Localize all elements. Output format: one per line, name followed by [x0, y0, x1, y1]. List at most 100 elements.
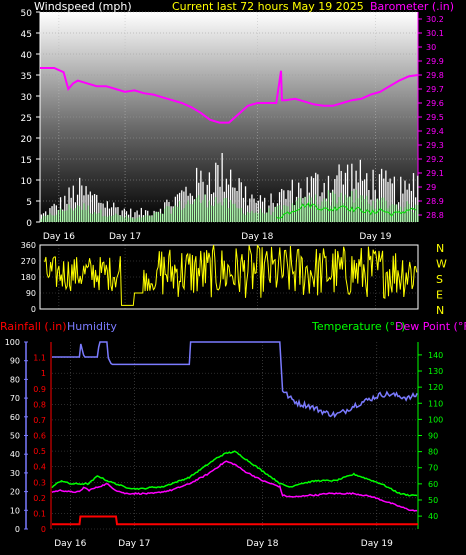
- rainfall-tick-label: 0: [41, 525, 46, 534]
- temperature-tick-label: 90: [428, 432, 438, 441]
- direction-axis: 0 90 180 270 360: [21, 241, 36, 314]
- direction-marks: [44, 244, 418, 306]
- barometer-tick-label: 29.4: [426, 127, 444, 136]
- temperature-tick-label: 130: [428, 367, 443, 376]
- humidity-label: Humidity: [67, 320, 117, 333]
- windspeed-tick-label: 0: [26, 219, 32, 229]
- rainfall-tick-label: 0.8: [33, 400, 46, 409]
- barometer-tick-label: 29.1: [426, 169, 444, 178]
- windspeed-tick-label: 45: [21, 30, 32, 40]
- humidity-tick-label: 70: [10, 394, 20, 403]
- barometer-tick-label: 29.3: [426, 141, 444, 150]
- windspeed-tick-label: 35: [21, 72, 32, 82]
- wind-day-label: Day 16: [43, 232, 75, 242]
- compass-label: W: [436, 258, 447, 271]
- windspeed-tick-label: 10: [21, 177, 33, 187]
- humidity-tick-label: 40: [10, 450, 20, 459]
- temperature-day-label: Day 18: [246, 539, 278, 549]
- humidity-line: [52, 341, 418, 419]
- humidity-tick-label: 20: [10, 488, 20, 497]
- temperature-day-label: Day 16: [54, 539, 86, 549]
- barometer-label: Barometer (.in): [370, 0, 454, 13]
- chart-title: Current last 72 hours May 19 2025: [172, 0, 364, 13]
- temperature-marks: [51, 341, 418, 526]
- barometer-tick-label: 29.9: [426, 57, 444, 66]
- temperature-day-label: Day 19: [361, 539, 393, 549]
- humidity-axis: 0 10 20 30 40 50 60 70 80 90 100: [5, 338, 28, 534]
- rainfall-tick-label: 0.4: [33, 463, 46, 472]
- rainfall-tick-label: 0.6: [33, 432, 46, 441]
- compass-label: N: [436, 304, 444, 317]
- windspeed-tick-label: 30: [21, 93, 33, 103]
- barometer-tick-label: 29.8: [426, 71, 444, 80]
- humidity-tick-label: 0: [15, 525, 20, 534]
- direction-tick-label: 360: [21, 241, 36, 250]
- temperature-label: Temperature (°F): [311, 320, 406, 333]
- direction-panel-frame: [39, 244, 419, 310]
- barometer-tick-label: 29.6: [426, 99, 444, 108]
- direction-tick-label: 90: [26, 289, 36, 298]
- windspeed-tick-label: 15: [21, 156, 32, 166]
- wind-day-label: Day 18: [241, 232, 273, 242]
- temperature-tick-label: 50: [428, 496, 438, 505]
- wind-panel-grid: [40, 11, 418, 223]
- windspeed-tick-label: 40: [21, 51, 33, 61]
- rainfall-tick-label: 1.1: [33, 354, 46, 363]
- dewpoint-line: [51, 460, 418, 512]
- temperature-axis: 40 50 60 70 80 90 100 110 120 130 140: [417, 342, 443, 529]
- barometer-tick-label: 30.1: [426, 29, 444, 38]
- humidity-tick-label: 90: [10, 357, 20, 366]
- wind-direction-line: [44, 244, 418, 306]
- direction-tick-label: 270: [21, 257, 36, 266]
- temperature-day-label: Day 17: [118, 539, 150, 549]
- rainfall-tick-label: 0.2: [33, 494, 46, 503]
- compass-label: E: [436, 289, 443, 302]
- rainfall-tick-label: 0.3: [33, 478, 46, 487]
- compass-label: S: [436, 273, 443, 286]
- rainfall-line: [52, 515, 418, 526]
- direction-tick-label: 180: [21, 273, 36, 282]
- rainfall-label: Rainfall (.in): [0, 320, 67, 333]
- direction-tick-label: 0: [31, 305, 36, 314]
- temperature-tick-label: 120: [428, 383, 443, 392]
- temperature-tick-label: 70: [428, 464, 438, 473]
- temperature-tick-label: 60: [428, 480, 438, 489]
- humidity-tick-label: 100: [5, 338, 20, 347]
- windspeed-label: Windspeed (mph): [34, 0, 132, 13]
- temperature-tick-label: 110: [428, 399, 443, 408]
- dewpoint-label: Dew Point (°F): [395, 320, 466, 333]
- barometer-tick-label: 29: [426, 183, 436, 192]
- rainfall-axis: 0 0.1 0.2 0.3 0.4 0.5 0.6 0.7 0.8 0.9 1 1.1: [33, 342, 52, 534]
- compass-label: N: [436, 242, 444, 255]
- temperature-tick-label: 100: [428, 415, 443, 424]
- wind-average-line: [276, 202, 417, 219]
- barometer-line: [40, 67, 419, 124]
- barometer-tick-label: 29.5: [426, 113, 444, 122]
- wind-panel-x-axis: Day 16 Day 17 Day 18 Day 19: [43, 232, 392, 242]
- rainfall-tick-label: 1: [41, 369, 46, 378]
- wind-marks: [40, 67, 419, 222]
- humidity-tick-label: 50: [10, 432, 20, 441]
- temperature-panel-x-axis: Day 16 Day 17 Day 18 Day 19: [54, 539, 393, 549]
- barometer-tick-label: 29.7: [426, 85, 444, 94]
- barometer-tick-label: 28.8: [426, 211, 444, 220]
- rainfall-tick-label: 0.5: [33, 447, 46, 456]
- rainfall-tick-label: 0.9: [33, 385, 46, 394]
- temperature-panel-grid: [52, 342, 418, 530]
- wind-day-label: Day 19: [359, 232, 391, 242]
- rainfall-tick-label: 0.7: [33, 416, 46, 425]
- temperature-line: [51, 450, 418, 497]
- barometer-tick-label: 29.2: [426, 155, 444, 164]
- wind-day-label: Day 17: [109, 232, 141, 242]
- temperature-tick-label: 40: [428, 512, 438, 521]
- temperature-tick-label: 140: [428, 351, 443, 360]
- humidity-tick-label: 80: [10, 375, 20, 384]
- humidity-tick-label: 10: [10, 506, 20, 515]
- barometer-tick-label: 28.9: [426, 197, 444, 206]
- humidity-tick-label: 60: [10, 413, 20, 422]
